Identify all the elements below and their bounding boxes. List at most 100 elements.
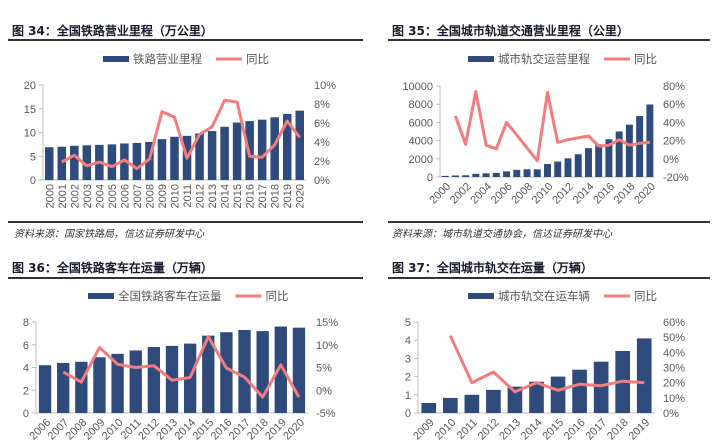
bar [207,131,217,180]
x-tick-label: 2008 [144,184,156,208]
y2-tick-label: 0% [663,154,679,166]
y-tick-label: 10000 [402,81,433,93]
y2-tick-label: 20% [663,378,685,390]
figure-35-source: 资料来源：城市轨道交通协会，信达证券研发中心 [392,229,612,240]
y-tick-label: 5 [30,151,36,163]
divider [8,39,363,41]
bar [574,154,582,177]
y2-tick-label: 40% [663,347,685,359]
x-tick-label: 2013 [497,417,523,443]
bar [132,142,142,180]
x-tick-label: 2005 [107,184,119,208]
y-tick-label: 20 [24,80,36,92]
x-tick-label: 2012 [195,184,207,208]
x-tick-label: 2010 [530,181,556,207]
x-tick-label: 2018 [605,417,631,443]
x-tick-label: 2010 [170,184,182,208]
bar [513,169,521,177]
bar [270,117,279,180]
y-tick-label: 0 [427,172,433,184]
legend-bar-label: 城市轨交在运车辆 [498,289,590,303]
y-tick-label: 5 [405,317,411,329]
yoy-line [453,90,651,163]
bar [492,172,500,177]
bar [282,113,292,180]
x-tick-label: 2002 [69,184,81,208]
y2-tick-label: 10% [316,340,338,352]
x-tick-label: 2009 [411,417,437,443]
x-tick-label: 2007 [132,184,144,208]
x-tick-label: 2014 [220,184,232,208]
x-tick-label: 2002 [448,181,474,207]
bar [593,361,609,413]
y2-tick-label: 30% [663,363,685,375]
bar [45,147,54,180]
bar [107,144,117,180]
y-tick-label: 2 [23,385,29,397]
x-tick-label: 2015 [232,184,244,208]
legend-bar-label: 铁路营业里程 [133,52,202,66]
bar [625,124,633,177]
y2-tick-label: 80% [663,81,685,93]
bar [70,145,79,180]
bar [292,327,306,413]
bar [147,347,161,413]
bar [605,139,613,177]
bar [238,329,251,413]
bar [533,169,541,177]
y-tick-label: 4 [23,363,29,375]
y-tick-label: 0 [23,408,29,420]
bar [274,326,287,413]
figure-35-title: 图 35：全国城市轨道交通营业里程（公里） [392,24,629,38]
y2-tick-label: 10% [663,393,685,405]
y-tick-label: 15 [24,104,36,116]
y2-tick-label: 20% [663,136,685,148]
x-tick-label: 2020 [632,181,658,207]
bar [584,148,592,177]
x-tick-label: 2014 [519,417,545,443]
bar [507,386,523,413]
y2-tick-label: 5% [316,363,332,375]
x-tick-label: 2000 [427,181,453,207]
y-tick-label: 2000 [409,154,433,166]
bar [441,175,449,177]
bar [550,376,566,413]
y-tick-label: 0 [30,175,36,187]
bar [544,163,551,177]
divider [388,277,710,279]
chart-urban-rail-vehicles: 城市轨交在运车辆 同比0123450%10%20%30%40%50%60%2009… [405,289,685,443]
x-tick-label: 2014 [571,181,597,207]
bar [295,110,304,180]
x-tick-label: 2011 [455,417,480,442]
x-tick-label: 2008 [509,181,535,207]
x-tick-label: 2018 [612,181,638,207]
bar [129,350,142,413]
y-tick-label: 2 [405,372,411,384]
bar [554,161,562,177]
divider [8,277,363,279]
x-tick-label: 2001 [57,184,69,208]
bar [595,144,603,177]
bar [503,171,511,177]
bar [442,397,458,413]
legend-bar-swatch [103,56,129,62]
bar [82,145,92,180]
bar [170,136,179,180]
x-tick-label: 2003 [82,184,94,208]
y-tick-label: 6 [23,340,29,352]
bar [451,175,459,177]
bar [462,175,470,177]
bar [636,116,644,177]
bar [486,389,501,413]
y2-tick-label: 10% [314,80,336,92]
divider [8,221,363,223]
figure-34-source: 资料来源：国家铁路局，信达证券研发中心 [14,229,204,240]
y2-tick-label: 60% [663,99,685,111]
bar [636,338,652,413]
legend-bar-label: 城市轨交运营里程 [498,52,590,66]
bar [157,139,167,180]
x-tick-label: 2013 [207,184,219,208]
x-tick-label: 2020 [281,417,307,443]
x-tick-label: 2020 [295,184,307,208]
bar [57,146,67,180]
